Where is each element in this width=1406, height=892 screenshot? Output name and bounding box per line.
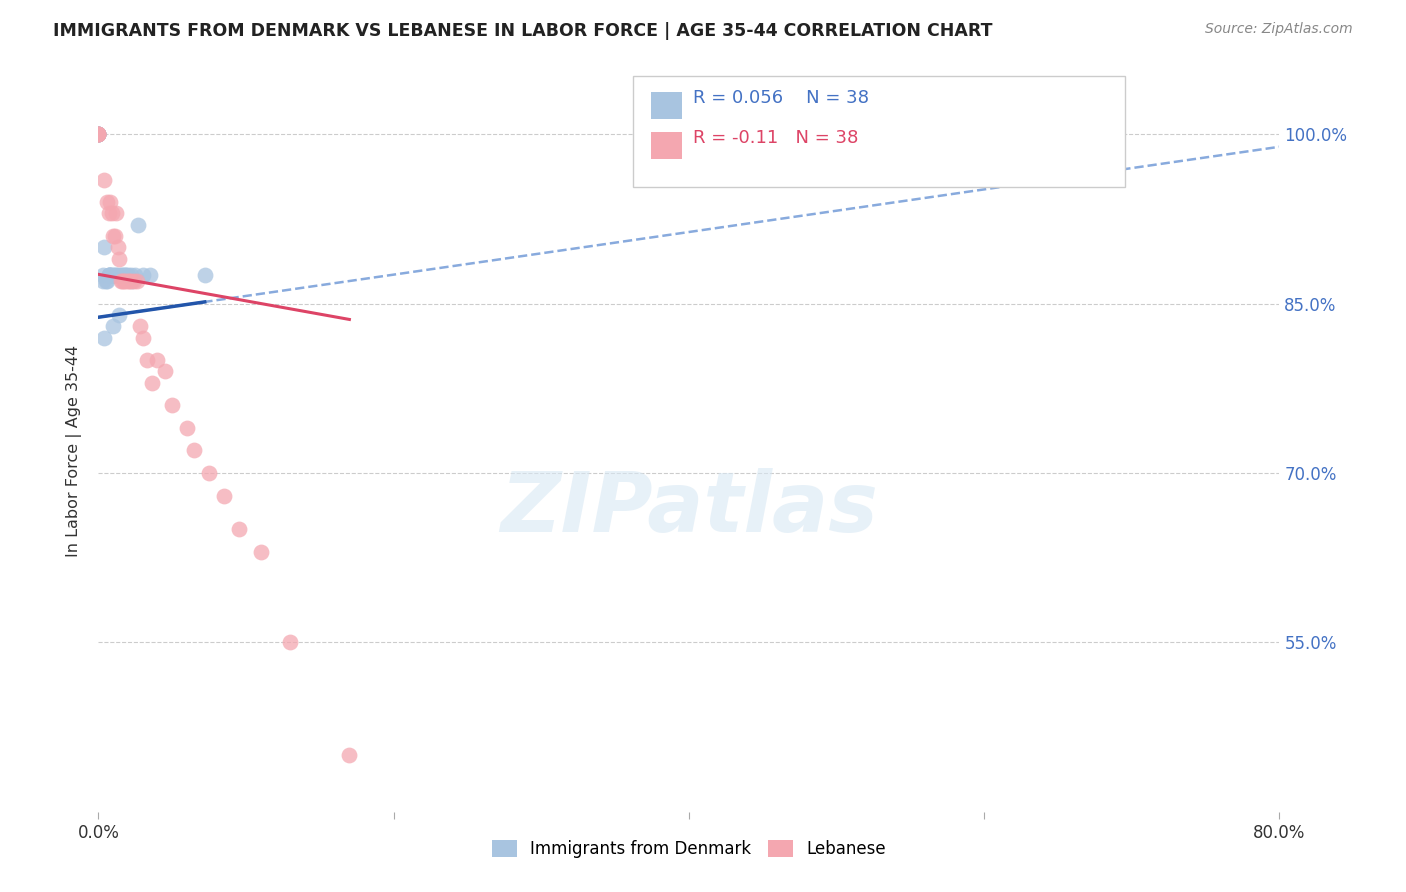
Point — [111, 268, 134, 283]
Point — [228, 523, 250, 537]
Point — [100, 268, 122, 283]
Point — [97, 268, 120, 283]
Point — [91, 274, 114, 288]
Point — [139, 268, 162, 283]
Text: IMMIGRANTS FROM DENMARK VS LEBANESE IN LABOR FORCE | AGE 35-44 CORRELATION CHART: IMMIGRANTS FROM DENMARK VS LEBANESE IN L… — [53, 22, 993, 40]
Point — [122, 274, 145, 288]
Point — [87, 128, 110, 142]
Point — [120, 274, 142, 288]
Point — [87, 128, 110, 142]
Text: Source: ZipAtlas.com: Source: ZipAtlas.com — [1205, 22, 1353, 37]
Point — [108, 308, 131, 322]
Text: R = -0.11   N = 38: R = -0.11 N = 38 — [693, 129, 859, 147]
Point — [125, 274, 148, 288]
Point — [111, 274, 134, 288]
Point — [114, 274, 136, 288]
Point — [98, 268, 121, 283]
Point — [250, 545, 273, 559]
Point — [120, 268, 142, 283]
Point — [115, 268, 138, 283]
Point — [339, 748, 361, 763]
Point — [136, 353, 159, 368]
Point — [91, 268, 114, 283]
Point — [112, 268, 135, 283]
Point — [110, 268, 132, 283]
Point — [110, 274, 132, 288]
Point — [94, 274, 117, 288]
Point — [117, 268, 139, 283]
Point — [105, 268, 128, 283]
Point — [87, 128, 110, 142]
Point — [103, 229, 125, 244]
Point — [114, 268, 136, 283]
Point — [97, 268, 120, 283]
Y-axis label: In Labor Force | Age 35-44: In Labor Force | Age 35-44 — [66, 344, 83, 557]
Point — [162, 398, 183, 412]
Point — [108, 252, 131, 266]
Point — [93, 330, 115, 344]
Point — [153, 364, 176, 378]
Point — [87, 128, 110, 142]
Point — [87, 128, 110, 142]
Point — [112, 274, 135, 288]
Point — [87, 128, 110, 142]
Point — [87, 128, 110, 142]
Point — [104, 229, 127, 244]
Point — [132, 268, 155, 283]
Point — [96, 195, 118, 210]
Point — [107, 240, 129, 254]
Point — [128, 319, 150, 334]
Point — [97, 268, 120, 283]
Point — [121, 274, 143, 288]
Point — [212, 489, 235, 503]
Point — [183, 443, 205, 458]
Point — [98, 195, 121, 210]
Point — [280, 635, 302, 649]
Point — [117, 274, 139, 288]
Point — [118, 274, 141, 288]
Text: R = 0.056    N = 38: R = 0.056 N = 38 — [693, 89, 869, 107]
Point — [176, 421, 198, 435]
Point — [96, 274, 118, 288]
Point — [97, 206, 120, 220]
Point — [124, 268, 146, 283]
Point — [132, 330, 155, 344]
Point — [103, 319, 125, 334]
Point — [141, 376, 163, 390]
Point — [127, 218, 149, 232]
Point — [100, 206, 122, 220]
Point — [104, 268, 127, 283]
Legend: Immigrants from Denmark, Lebanese: Immigrants from Denmark, Lebanese — [485, 833, 893, 865]
Point — [105, 206, 128, 220]
Point — [87, 128, 110, 142]
Point — [146, 353, 169, 368]
Point — [87, 128, 110, 142]
Text: ZIPatlas: ZIPatlas — [501, 467, 877, 549]
Point — [87, 128, 110, 142]
Point — [103, 268, 125, 283]
Point — [98, 268, 121, 283]
Point — [194, 268, 217, 283]
Point — [93, 240, 115, 254]
Point — [93, 172, 115, 186]
Point — [107, 268, 129, 283]
Point — [198, 466, 221, 480]
Point — [87, 128, 110, 142]
